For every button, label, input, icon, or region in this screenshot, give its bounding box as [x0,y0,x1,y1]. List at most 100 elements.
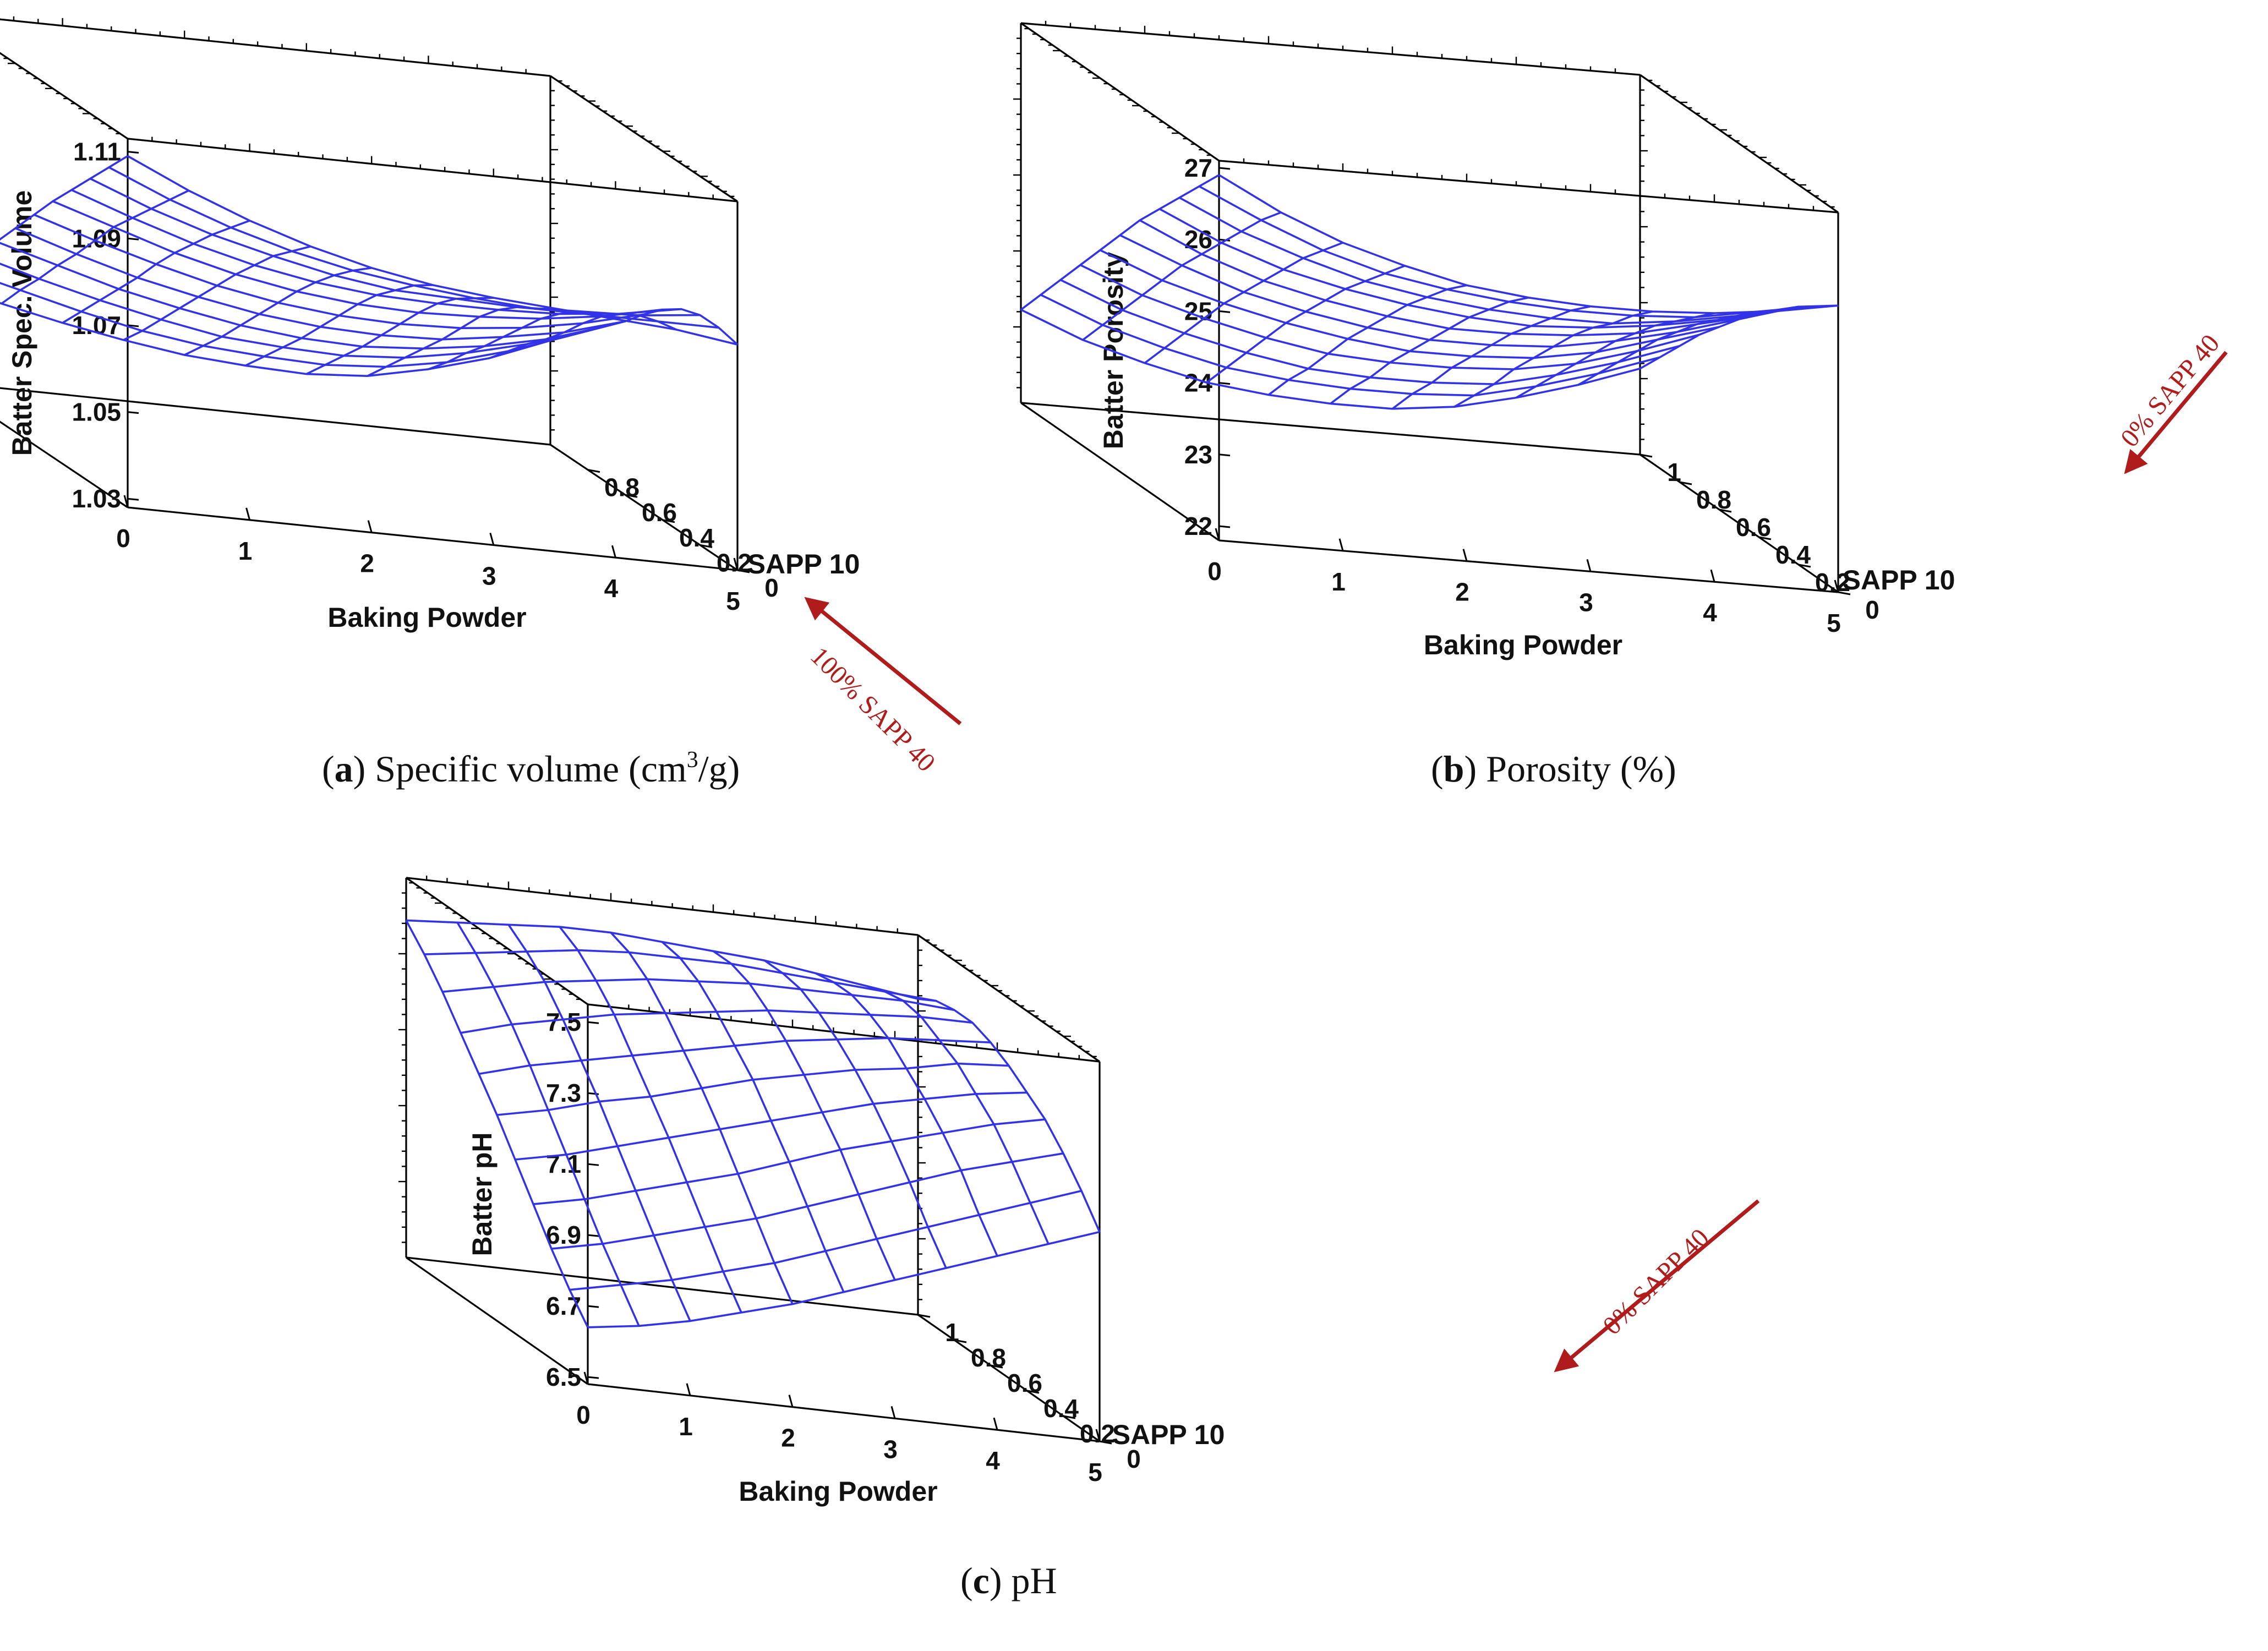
surface-line-sapp10 [1199,185,1819,319]
surface-line-sapp10 [90,177,701,316]
box-edge [587,1383,1100,1442]
box-edge [1020,22,1641,76]
x-axis-title: Baking Powder [1424,630,1622,660]
y-tick-label: 0 [764,573,779,602]
x-tick-label: 1 [679,1412,693,1441]
surface-line-sapp10 [108,166,719,329]
surface-line-baking-powder [1267,284,1467,396]
y-tick-label: 0.2 [1080,1419,1115,1448]
x-tick-mark [1338,538,1344,551]
x-tick-label: 3 [1579,588,1593,616]
surface-line-baking-powder [1453,310,1653,408]
surface-line-baking-powder [428,310,616,370]
x-tick-label: 3 [482,561,496,590]
box-edge [0,420,128,509]
z-tick-mark [587,1163,599,1166]
minor-ticks [398,876,1097,1300]
surface-line-sapp10 [1159,208,1779,329]
box-edge [0,18,551,77]
z-tick-label: 23 [1184,440,1212,469]
surface-line-baking-powder [1577,310,1777,386]
y-tick-mark [1639,453,1653,458]
caption-text: ) Specific volume (cm [353,748,687,790]
box-edge [1639,74,1839,214]
box-edge [127,138,738,203]
surface-line-baking-powder [123,245,311,341]
annotation-label: 0% SAPP 40 [2115,329,2226,453]
surface-line-baking-powder [1391,305,1591,410]
x-tick-mark [583,1371,589,1385]
minor-ticks [1013,20,1835,440]
x-tick-label: 1 [1331,567,1346,596]
z-tick-mark [587,1234,599,1237]
surface-line-baking-powder [1330,297,1529,404]
x-tick-mark [788,1395,794,1407]
y-tick-mark [1679,481,1692,485]
box-edge [550,444,738,571]
caption-open-paren: ( [960,1560,973,1601]
surface-line-baking-powder [0,155,128,241]
annotation-arrow [804,597,962,725]
surface-line-baking-powder [62,220,250,324]
caption-letter: c [973,1560,990,1601]
y-tick-mark [699,544,713,548]
x-tick-mark [245,507,251,521]
x-tick-label: 2 [360,549,374,578]
y-tick-mark [990,1364,1003,1369]
box-edge [1020,402,1220,542]
box-edge [1020,22,1220,162]
y-tick-label: 0.8 [1696,485,1731,514]
z-tick-mark [1218,453,1231,457]
surface-line-sapp10 [569,1190,1082,1291]
panel-c-surface-chart: 0 1 2 3 4 5 00.20.40.60.816.56.76.97.17.37.5Ba… [398,876,1760,1601]
surface-line-baking-powder [1082,211,1282,341]
x-tick-label: 1 [238,537,253,565]
panel-caption: (b) Porosity (%) [1431,748,1676,790]
z-tick-mark [127,324,139,327]
x-tick-label: 4 [604,574,619,603]
box-edge [0,387,551,446]
surface-line-baking-powder [456,922,640,1327]
x-tick-mark [123,495,129,508]
y-tick-label: 0.8 [971,1343,1006,1372]
y-tick-mark [1719,509,1732,513]
x-tick-mark [1215,528,1220,541]
z-tick-mark [127,151,139,154]
surface-line-baking-powder [1516,312,1715,399]
y-tick-mark [954,1339,967,1343]
y-axis-title: SAPP 10 [1843,565,1955,595]
x-tick-mark [1586,559,1592,572]
box-edge [0,52,128,140]
y-axis-title: SAPP 10 [747,549,860,580]
surface-line-baking-powder [367,306,555,377]
y-tick-label: 0.4 [1043,1394,1079,1423]
box-edge [917,1314,1100,1442]
surface-line-baking-powder [245,284,433,367]
surface-mesh [0,155,739,378]
surface-line-baking-powder [1206,265,1406,384]
surface-line-baking-powder [489,313,677,359]
surface-line-baking-powder [763,959,947,1269]
minor-ticks [0,16,735,431]
caption-open-paren: ( [1431,748,1444,790]
x-tick-label: 5 [1827,609,1841,637]
surface-line-baking-powder [306,297,494,375]
box-edge [917,934,1100,1063]
surface-line-baking-powder [559,926,742,1313]
box-edge [406,877,588,1005]
x-tick-mark [611,545,616,558]
y-tick-label: 1 [1667,458,1681,486]
x-tick-mark [993,1417,998,1430]
surface-line-baking-powder [1,189,189,305]
box-edge [406,1256,919,1316]
x-tick-mark [367,520,373,533]
y-tick-label: 0.6 [1007,1369,1042,1397]
x-tick-mark [1834,580,1839,593]
annotation-arrow [2124,351,2228,474]
z-tick-label: 22 [1184,512,1212,540]
panel-caption: (a) Specific volume (cm3/g) [322,747,740,790]
z-tick-label: 6.5 [546,1363,581,1391]
x-tick-label: 2 [1455,578,1469,606]
